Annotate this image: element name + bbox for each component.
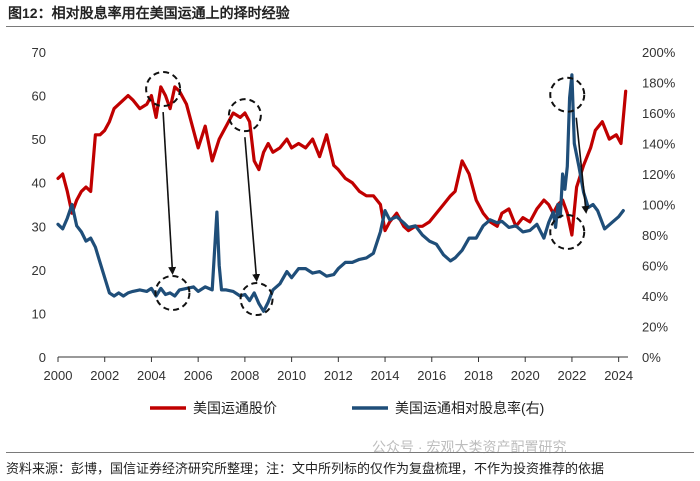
x-axis-tick-label: 2012 xyxy=(324,368,353,383)
annotation-circle-peak xyxy=(549,76,586,113)
right-axis-tick-label: 180% xyxy=(642,76,676,91)
left-axis-tick-label: 10 xyxy=(32,306,46,321)
right-axis-tick-label: 200% xyxy=(642,45,676,60)
x-axis-tick-label: 2002 xyxy=(90,368,119,383)
relative-dividend-yield-line xyxy=(56,73,625,313)
stock-price-line xyxy=(56,85,628,237)
x-axis-tick-label: 2016 xyxy=(417,368,446,383)
left-axis-tick-label: 0 xyxy=(39,350,46,365)
x-axis-tick-label: 2004 xyxy=(137,368,166,383)
annotation-circle-trough xyxy=(239,282,274,317)
x-axis-tick-label: 2006 xyxy=(184,368,213,383)
annotation-circle-trough xyxy=(154,274,191,311)
chart-title: 图12：相对股息率用在美国运通上的择时经验 xyxy=(8,5,290,21)
source-divider xyxy=(6,452,694,453)
x-axis-ticks: 2000 2002 2004 2006 2008 2010 2012 2014 2016 2018… xyxy=(44,356,633,383)
annotation-arrow xyxy=(244,137,261,283)
annotation-circle-peak xyxy=(145,71,182,108)
x-axis-tick-label: 2008 xyxy=(230,368,259,383)
left-axis-ticks: 0 10 20 30 40 50 60 70 xyxy=(32,45,46,365)
title-divider xyxy=(6,26,694,27)
watermark: 公众号 · 宏观大类资产配置研究 xyxy=(372,439,567,455)
left-axis-tick-label: 50 xyxy=(32,132,46,147)
legend-label-stock-price: 美国运通股价 xyxy=(193,400,277,416)
x-axis-tick-label: 2014 xyxy=(371,368,400,383)
left-axis-tick-label: 60 xyxy=(32,89,46,104)
annotation-layer xyxy=(145,71,590,317)
x-axis-tick-label: 2018 xyxy=(464,368,493,383)
x-axis-tick-label: 2024 xyxy=(604,368,633,383)
right-axis-tick-label: 160% xyxy=(642,106,676,121)
right-axis-tick-label: 40% xyxy=(642,289,668,304)
left-axis-tick-label: 20 xyxy=(32,263,46,278)
annotation-circle-peak xyxy=(227,98,262,133)
annotation-circle-trough xyxy=(549,213,586,250)
right-axis-tick-label: 0% xyxy=(642,350,661,365)
right-axis-tick-label: 120% xyxy=(642,167,676,182)
right-axis-tick-label: 100% xyxy=(642,198,676,213)
legend-label-dividend-yield: 美国运通相对股息率(右) xyxy=(395,400,544,416)
right-axis-tick-label: 60% xyxy=(642,259,668,274)
x-axis-tick-label: 2000 xyxy=(44,368,73,383)
x-axis-tick-label: 2020 xyxy=(511,368,540,383)
left-axis-tick-label: 30 xyxy=(32,219,46,234)
x-axis-tick-label: 2010 xyxy=(277,368,306,383)
right-axis-tick-label: 80% xyxy=(642,228,668,243)
right-axis-tick-label: 140% xyxy=(642,137,676,152)
x-axis-tick-label: 2022 xyxy=(557,368,586,383)
source-note: 资料来源：彭博，国信证券经济研究所整理；注：文中所列标的仅作为复盘梳理，不作为投… xyxy=(6,461,605,476)
legend: 美国运通股价 美国运通相对股息率(右) xyxy=(150,400,544,416)
left-axis-tick-label: 70 xyxy=(32,45,46,60)
series-layer xyxy=(56,73,628,313)
left-axis-tick-label: 40 xyxy=(32,176,46,191)
annotation-arrow xyxy=(575,117,590,214)
right-axis-tick-label: 20% xyxy=(642,320,668,335)
right-axis-ticks: 0% 20% 40% 60% 80% 100% 120% 140% 160% 180% 200% xyxy=(642,45,676,365)
annotation-arrow xyxy=(162,111,177,275)
